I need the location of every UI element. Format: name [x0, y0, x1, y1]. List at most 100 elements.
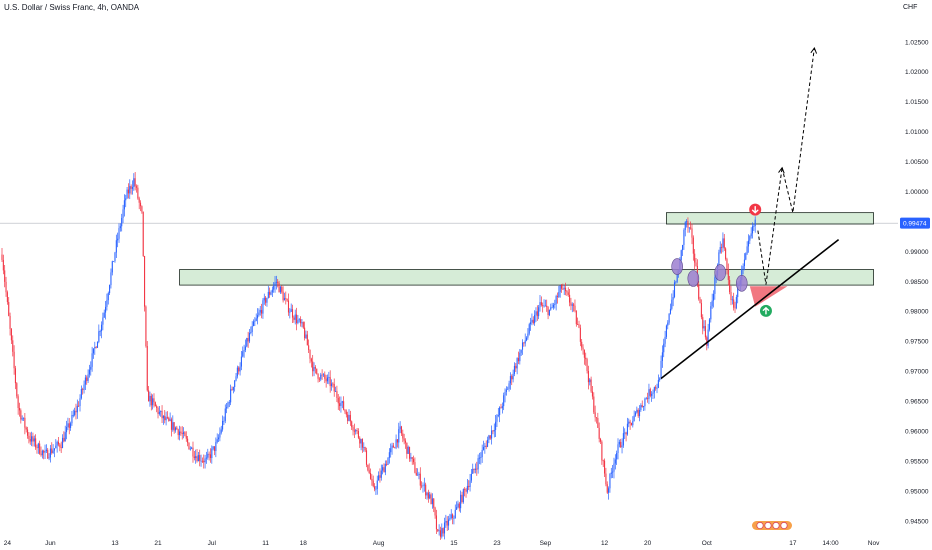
trendline[interactable]: [660, 238, 840, 380]
zone-upper[interactable]: [666, 212, 874, 225]
candle-body: [503, 395, 505, 407]
candle-body: [493, 429, 495, 432]
zone-lower[interactable]: [179, 269, 874, 286]
candle-body: [505, 389, 507, 393]
x-tick-label: Oct: [702, 540, 712, 547]
candle-body: [248, 332, 251, 342]
candle-body: [427, 492, 429, 499]
candle-body: [148, 390, 150, 402]
candle-body: [224, 408, 226, 421]
candle-body: [71, 415, 73, 424]
touch-marker[interactable]: [714, 264, 727, 281]
candle-body: [497, 415, 499, 416]
candle-body: [123, 200, 125, 210]
candle-body: [343, 401, 345, 410]
candle-body: [625, 432, 627, 435]
candle-body: [142, 211, 144, 257]
candle-body: [181, 433, 183, 434]
candle-body: [676, 273, 678, 282]
candle-body: [542, 305, 544, 307]
candle-body: [161, 410, 163, 419]
candle-body: [231, 389, 233, 391]
candle-body: [745, 253, 747, 260]
candle-body: [347, 414, 349, 421]
candle-body: [107, 293, 109, 301]
current-price-tag: 0.99474: [900, 217, 930, 229]
candle-body: [531, 319, 533, 323]
candle-body: [608, 488, 610, 493]
candle-body: [594, 412, 596, 418]
touch-marker[interactable]: [687, 270, 700, 287]
logo-dot: [780, 521, 788, 530]
candle-body: [156, 406, 158, 409]
candle-body: [115, 240, 117, 253]
y-tick-label: 0.95000: [905, 488, 929, 495]
candle-body: [406, 442, 408, 454]
candle-body: [157, 408, 159, 414]
y-tick-label: 0.98000: [905, 309, 929, 316]
x-tick-label: 13: [111, 540, 119, 547]
candle-body: [733, 299, 735, 308]
candle-body: [725, 248, 727, 259]
candle-body: [308, 345, 310, 350]
candle-body: [205, 457, 207, 459]
candle-body: [53, 448, 56, 451]
candle-body: [501, 406, 503, 409]
currency-label: CHF: [903, 4, 918, 11]
candle-body: [78, 405, 80, 407]
candle-body: [586, 359, 588, 371]
candle-body: [24, 417, 26, 428]
candle-body: [539, 302, 541, 308]
candle-body: [605, 473, 607, 485]
tradingview-logo[interactable]: [752, 521, 792, 530]
candle-body: [454, 509, 456, 519]
candle-body: [270, 292, 272, 295]
candle-body: [520, 349, 522, 353]
candle-body: [223, 420, 225, 422]
candle-body: [59, 444, 61, 448]
candle-body: [675, 281, 677, 283]
candle-body: [300, 319, 302, 324]
candle-body: [263, 297, 265, 301]
projection-path[interactable]: [757, 167, 783, 285]
candle-body: [67, 423, 69, 428]
candle-body: [516, 358, 518, 369]
candle-body: [304, 327, 306, 339]
candle-body: [477, 458, 479, 470]
candle-body: [418, 473, 420, 475]
candle-body: [582, 347, 584, 350]
retest-triangle[interactable]: [749, 286, 788, 307]
projection-path[interactable]: [781, 47, 815, 213]
candle-body: [183, 432, 185, 434]
candle-body: [735, 297, 737, 309]
candle-body: [706, 337, 708, 346]
candle-body: [45, 449, 47, 451]
candle-body: [72, 414, 74, 416]
candle-body: [601, 441, 603, 461]
candle-body: [387, 457, 389, 465]
touch-marker[interactable]: [671, 258, 683, 275]
candle-body: [581, 341, 583, 348]
candle-body: [622, 433, 624, 446]
candle-body: [348, 414, 350, 421]
candle-body: [460, 494, 462, 509]
candle-body: [433, 498, 435, 508]
candle-body: [6, 292, 8, 303]
candle-body: [396, 439, 398, 443]
candle-body: [456, 507, 458, 510]
candle-body: [655, 387, 657, 389]
candle-body: [664, 336, 666, 344]
candle-body: [13, 351, 15, 369]
candle-body: [462, 489, 464, 503]
candle-body: [661, 352, 663, 361]
candle-body: [629, 421, 631, 423]
candle-body: [262, 300, 264, 314]
touch-marker[interactable]: [735, 274, 748, 292]
candle-body: [517, 358, 520, 362]
candle-body: [271, 289, 273, 293]
candle-body: [404, 440, 407, 443]
candle-body: [637, 409, 639, 417]
candle-body: [261, 310, 263, 314]
candle-body: [633, 415, 635, 422]
